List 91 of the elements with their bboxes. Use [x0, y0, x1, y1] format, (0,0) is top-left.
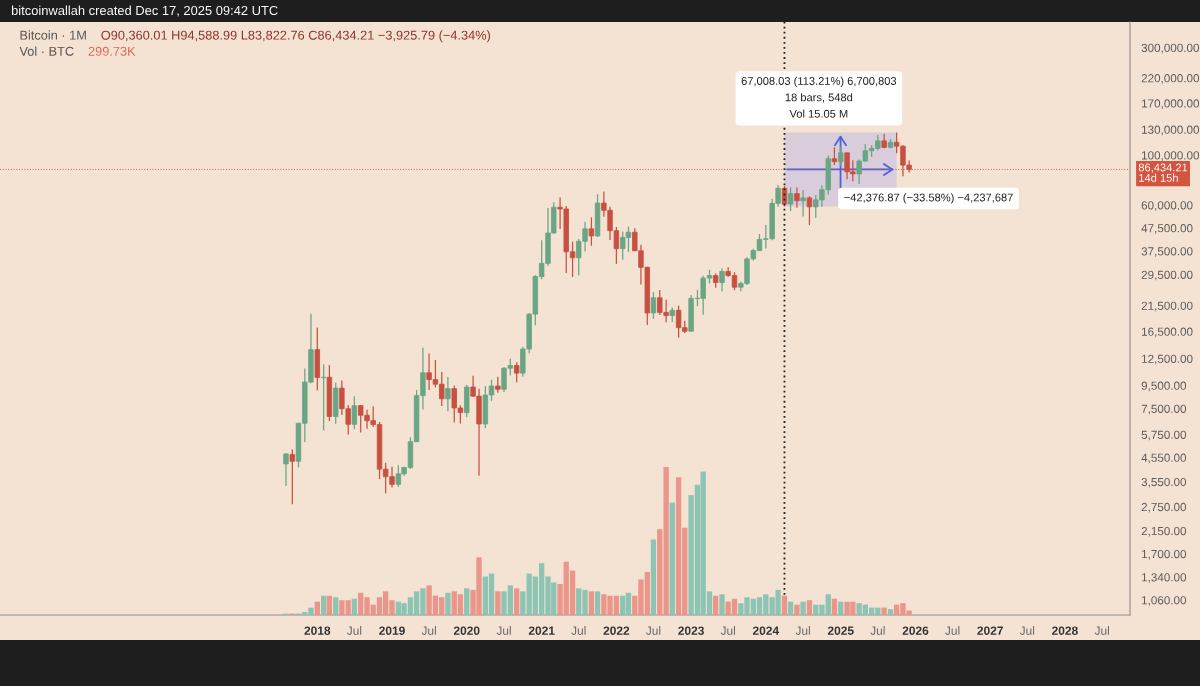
y-tick-label: 4,550.00 — [1141, 453, 1187, 464]
bar — [794, 604, 800, 615]
y-tick-label: 3,550.00 — [1141, 477, 1187, 488]
y-tick-label: 1,340.00 — [1142, 573, 1187, 583]
candlestick — [838, 145, 844, 167]
bar — [781, 595, 788, 615]
bar — [320, 595, 327, 615]
x-tick-label: Jul — [1019, 626, 1035, 635]
bar — [887, 609, 894, 615]
bar — [650, 539, 657, 615]
y-tick-label: 29,500.00 — [1141, 270, 1193, 281]
y-tick-label: 16,500.00 — [1142, 327, 1193, 338]
x-tick-label: Jul — [645, 626, 661, 635]
x-tick-label: Jul — [571, 626, 586, 635]
candlestick — [806, 195, 813, 226]
x-tick-label: Jul — [945, 626, 960, 635]
bar — [669, 502, 675, 615]
y-tick-label: 1,700.00 — [1142, 549, 1187, 560]
bar — [594, 591, 601, 615]
bar — [806, 600, 813, 615]
bar — [326, 595, 333, 615]
bar — [351, 598, 358, 615]
y-tick-label: 47,500.00 — [1141, 224, 1193, 234]
candlestick — [495, 376, 501, 394]
candlestick — [289, 448, 296, 505]
bar — [333, 597, 339, 615]
y-tick-label: 130,000.00 — [1142, 125, 1200, 136]
x-tick-label: 2028 — [1052, 626, 1078, 635]
bar — [520, 591, 526, 615]
y-tick-label: 9,500.00 — [1141, 381, 1187, 392]
candlestick — [283, 452, 289, 487]
y-tick-label: 170,000.00 — [1142, 99, 1200, 109]
text: Bitcoin · 1M — [20, 30, 86, 40]
y-tick-label: 5,750.00 — [1141, 430, 1187, 441]
y-tick-label: 1,060.00 — [1142, 596, 1187, 606]
annotation: −42,376.87 (−33.58%) −4,237,687 — [844, 193, 1013, 204]
bar — [713, 595, 719, 615]
bar — [719, 594, 725, 615]
x-tick-label: Jul — [1094, 626, 1109, 635]
candlestick — [351, 395, 358, 430]
x-tick-label: 2020 — [453, 626, 480, 635]
candlestick — [445, 376, 451, 412]
x-tick-label: Jul — [795, 626, 810, 635]
bar — [445, 592, 451, 615]
text: bitcoinwallah created Dec 17, 2025 09:42 UTC — [11, 5, 278, 17]
y-tick-label: 21,500.00 — [1141, 301, 1193, 312]
x-tick-label: 2025 — [827, 626, 854, 635]
bar — [787, 601, 794, 615]
bar — [800, 601, 806, 615]
x-tick-label: Jul — [421, 626, 436, 635]
candlestick — [800, 189, 806, 218]
chart-title: Vol · BTC — [19, 46, 74, 56]
bar — [831, 598, 838, 615]
y-tick-label: 60,000.00 — [1141, 201, 1193, 211]
x-tick-label: 2024 — [752, 626, 780, 635]
x-tick-label: 2021 — [528, 626, 555, 635]
y-tick-label: 220,000.00 — [1141, 74, 1200, 84]
x-tick-label: 2019 — [379, 626, 405, 635]
bar — [464, 588, 470, 615]
annotation: 299.73K — [88, 46, 136, 56]
x-tick-label: Jul — [496, 626, 511, 635]
bar — [588, 591, 595, 615]
x-tick-label: Jul — [346, 626, 362, 635]
x-tick-label: 2027 — [977, 626, 1003, 635]
text: O90,360.01 H94,588.99 L83,822.76 C86,434.21 −3,925.79 (−4.34%) — [101, 30, 491, 43]
y-tick-label: 2,150.00 — [1141, 526, 1187, 537]
bar — [838, 601, 844, 615]
y-tick-label: 37,500.00 — [1141, 247, 1193, 257]
candlestick — [513, 361, 520, 383]
x-tick-label: 2018 — [304, 626, 331, 635]
y-tick-label: 300,000.00 — [1141, 43, 1200, 54]
candlestick — [719, 267, 725, 293]
ref-line-label: 86,434.21 14d 15h — [1138, 163, 1188, 182]
bar — [495, 591, 501, 615]
bar — [314, 601, 320, 615]
candlestick — [794, 186, 800, 209]
x-tick-label: Jul — [720, 626, 735, 635]
y-tick-label: 7,500.00 — [1141, 404, 1187, 415]
annotation: 67,008.03 (113.21%) 6,700,803 18 bars, 548d Vol 15.05 M — [741, 76, 897, 118]
x-tick-label: 2022 — [603, 626, 630, 635]
bar — [514, 588, 520, 615]
y-tick-label: 2,750.00 — [1141, 502, 1187, 513]
x-tick-label: 2026 — [902, 626, 929, 635]
y-tick-label: 100,000.00 — [1142, 151, 1200, 161]
candlestick — [588, 216, 595, 247]
y-tick-label: 12,500.00 — [1142, 354, 1193, 365]
candlestick — [650, 291, 657, 320]
candlestick — [787, 186, 794, 212]
x-tick-label: 2023 — [678, 626, 704, 635]
bar — [881, 607, 887, 615]
x-tick-label: Jul — [870, 626, 885, 635]
